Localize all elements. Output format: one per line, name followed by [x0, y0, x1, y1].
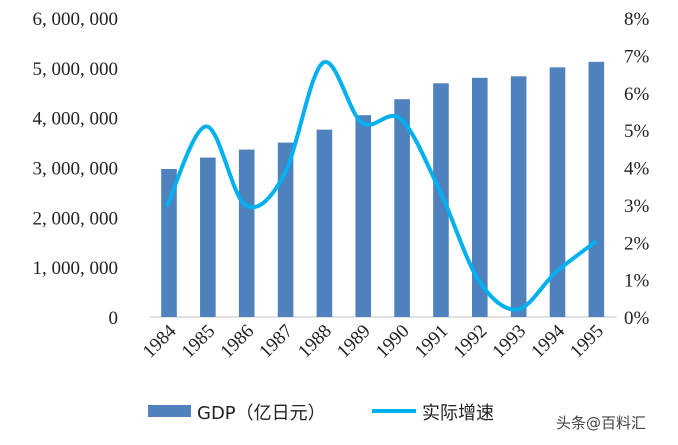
bar-1986 [238, 149, 255, 317]
left-axis: 0 1, 000, 000 2, 000, 000 3, 000, 000 4, 000… [33, 9, 119, 329]
right-tick-label: 4% [624, 159, 650, 180]
x-tick-label: 1989 [333, 321, 375, 363]
left-tick-label: 6, 000, 000 [33, 9, 119, 30]
bar-1991 [433, 83, 449, 317]
right-tick-label: 2% [624, 233, 650, 254]
bar-1989 [355, 115, 372, 317]
left-tick-label: 1, 000, 000 [33, 258, 119, 279]
bar-1988 [316, 129, 333, 317]
legend-swatch-gdp [148, 405, 191, 417]
right-tick-label: 3% [624, 196, 650, 217]
right-axis: 0% 1% 2% 3% 4% 5% 6% 7% 8% [624, 9, 650, 329]
x-axis: 1984198519861987198819891990199119921993… [139, 320, 608, 362]
bar-1990 [394, 99, 410, 317]
left-tick-label: 3, 000, 000 [33, 159, 119, 180]
legend: GDP（亿日元） 实际增速 [148, 403, 494, 424]
left-tick-label: 5, 000, 000 [33, 59, 119, 80]
watermark: 头条@百料汇 [556, 414, 646, 432]
x-tick-label: 1984 [139, 320, 181, 362]
right-tick-label: 1% [624, 271, 650, 292]
bar-1985 [200, 157, 216, 317]
growth-line [165, 60, 597, 312]
left-tick-label: 4, 000, 000 [33, 109, 119, 130]
line-series [165, 60, 597, 312]
bar-1995 [588, 61, 605, 317]
bar-1993 [510, 76, 527, 318]
x-tick-label: 1991 [411, 321, 453, 363]
bar-1987 [277, 142, 294, 317]
left-tick-label: 2, 000, 000 [33, 208, 119, 229]
right-tick-label: 0% [624, 308, 650, 329]
x-tick-label: 1994 [527, 320, 569, 362]
x-tick-label: 1985 [178, 321, 220, 363]
x-tick-label: 1987 [255, 321, 297, 363]
legend-label-growth: 实际增速 [422, 403, 494, 424]
left-tick-label: 0 [109, 308, 119, 329]
bar-1992 [472, 77, 488, 317]
bar-1984 [161, 168, 177, 317]
right-tick-label: 6% [624, 84, 650, 105]
right-tick-label: 7% [624, 46, 650, 67]
bar-series [161, 61, 605, 318]
x-tick-label: 1988 [294, 321, 336, 363]
right-tick-label: 8% [624, 9, 650, 30]
bar-1994 [549, 67, 566, 318]
x-tick-label: 1992 [450, 321, 492, 363]
x-tick-label: 1993 [488, 321, 530, 363]
x-tick-label: 1986 [217, 321, 259, 363]
legend-label-gdp: GDP（亿日元） [197, 403, 326, 424]
x-tick-label: 1995 [566, 321, 608, 363]
x-tick-label: 1990 [372, 321, 414, 363]
right-tick-label: 5% [624, 121, 650, 142]
